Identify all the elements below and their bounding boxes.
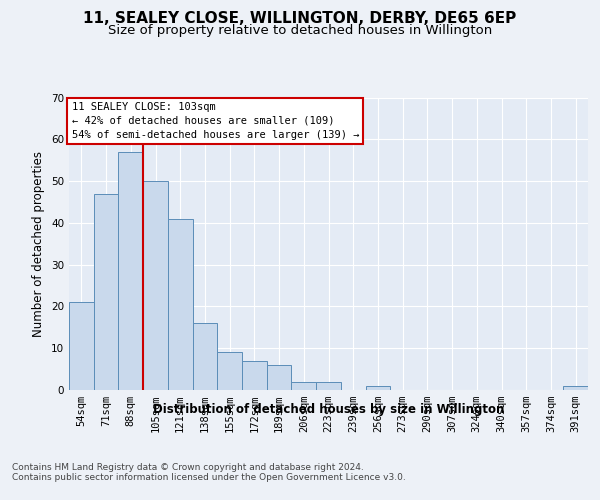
Bar	[292, 382, 316, 390]
Bar	[143, 181, 168, 390]
Bar	[217, 352, 242, 390]
Text: 11 SEALEY CLOSE: 103sqm
← 42% of detached houses are smaller (109)
54% of semi-d: 11 SEALEY CLOSE: 103sqm ← 42% of detache…	[71, 102, 359, 140]
Bar	[118, 152, 143, 390]
Bar	[365, 386, 390, 390]
Text: Size of property relative to detached houses in Willington: Size of property relative to detached ho…	[108, 24, 492, 37]
Bar	[168, 218, 193, 390]
Bar	[193, 323, 217, 390]
Text: 11, SEALEY CLOSE, WILLINGTON, DERBY, DE65 6EP: 11, SEALEY CLOSE, WILLINGTON, DERBY, DE6…	[83, 11, 517, 26]
Text: Contains HM Land Registry data © Crown copyright and database right 2024.
Contai: Contains HM Land Registry data © Crown c…	[12, 462, 406, 482]
Text: Distribution of detached houses by size in Willington: Distribution of detached houses by size …	[153, 402, 505, 415]
Bar	[242, 361, 267, 390]
Bar	[94, 194, 118, 390]
Bar	[316, 382, 341, 390]
Bar	[267, 365, 292, 390]
Bar	[69, 302, 94, 390]
Y-axis label: Number of detached properties: Number of detached properties	[32, 151, 46, 337]
Bar	[563, 386, 588, 390]
